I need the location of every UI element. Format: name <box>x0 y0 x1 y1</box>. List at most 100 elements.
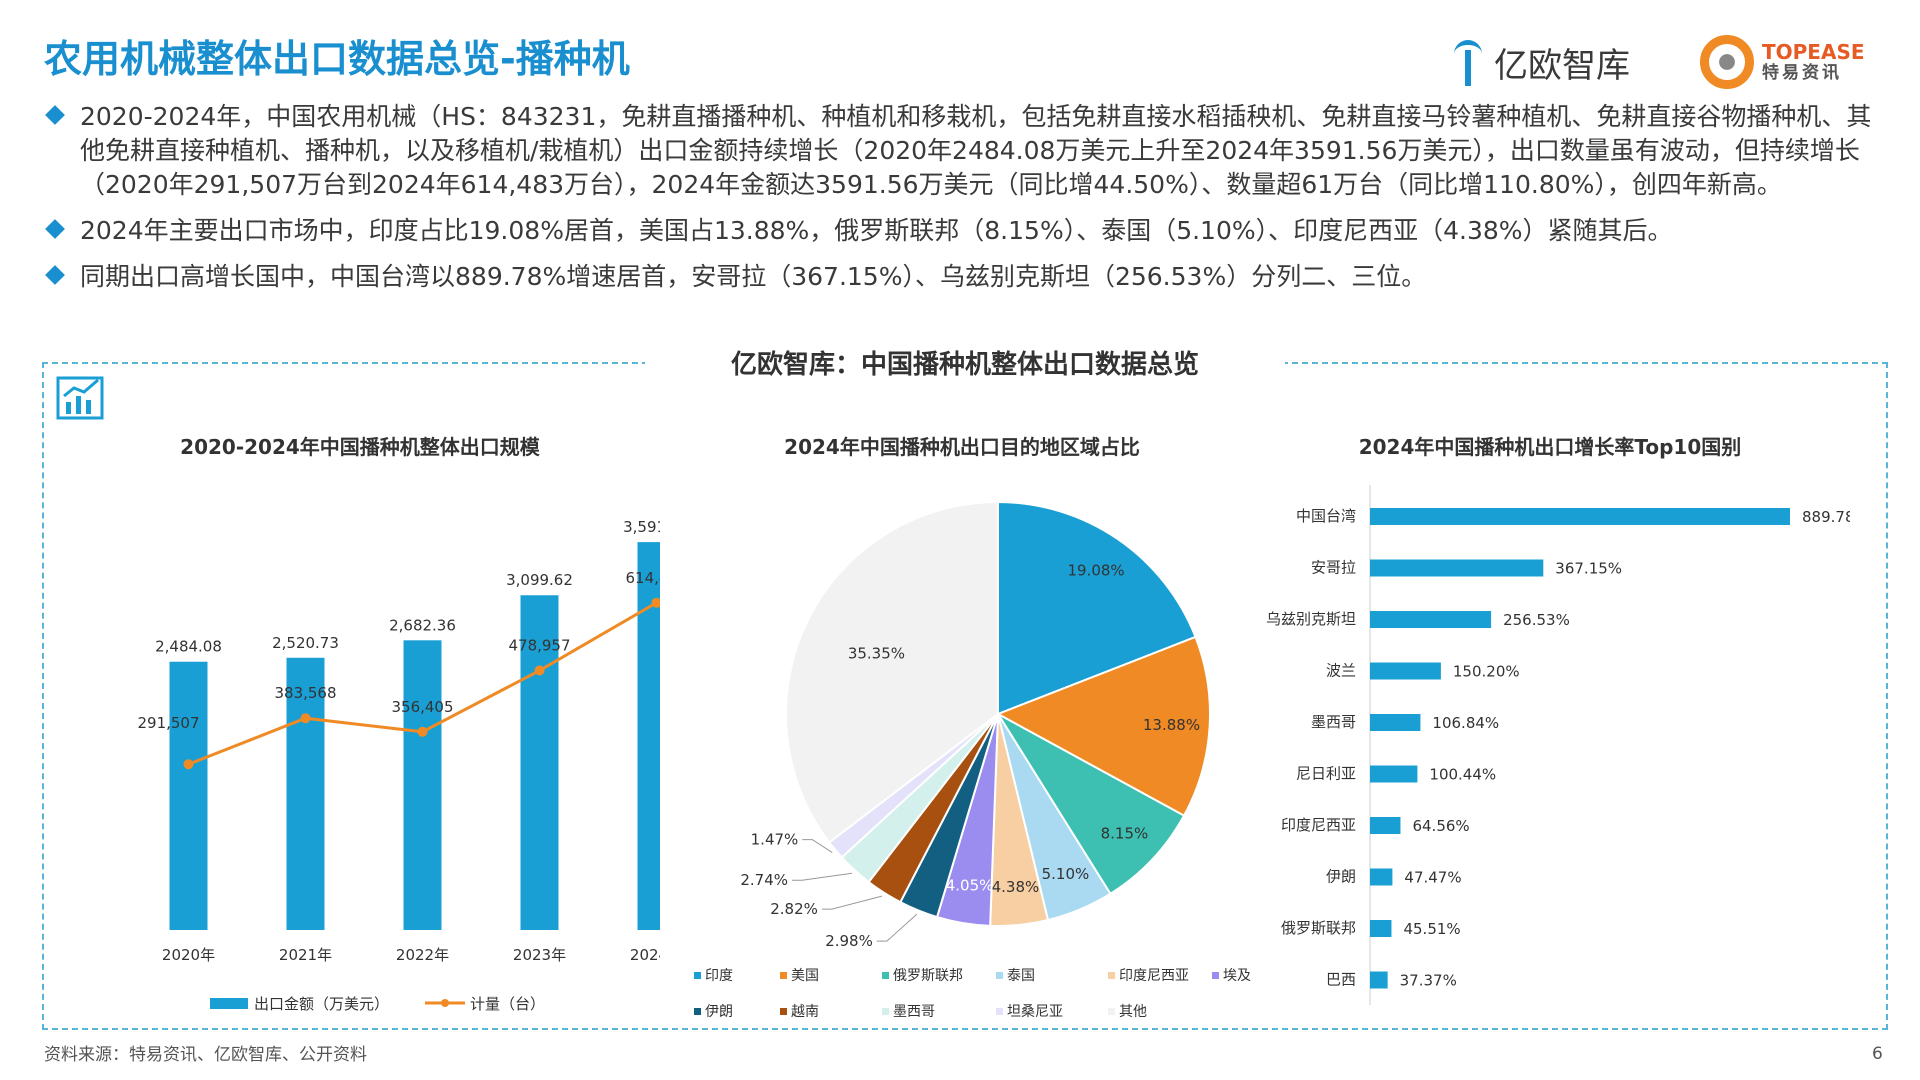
y-tick-label: 乌兹别克斯坦 <box>1266 610 1356 628</box>
line-point <box>417 726 428 737</box>
bullet-item: 2024年主要出口市场中，印度占比19.08%居首，美国占13.88%，俄罗斯联… <box>44 214 1894 248</box>
x-tick-label: 2024年 <box>630 946 660 964</box>
chart-title: 2020-2024年中国播种机整体出口规模 <box>180 435 541 459</box>
bar <box>1370 611 1492 628</box>
y-tick-label: 中国台湾 <box>1296 507 1356 525</box>
bullet-item: 2020-2024年，中国农用机械（HS：843231，免耕直播播种机、种植机和… <box>44 100 1894 202</box>
line-point <box>183 759 194 770</box>
source-note: 资料来源：特易资讯、亿欧智库、公开资料 <box>44 1045 367 1065</box>
bar-value-label: 3,591.56 <box>623 518 660 536</box>
destination-pie-chart: 2024年中国播种机出口目的地区域占比 19.08% 13.88% 8.15% 5.10… <box>694 435 1251 1020</box>
chart-title: 2024年中国播种机出口目的地区域占比 <box>784 435 1140 459</box>
chart-icon <box>56 376 104 420</box>
y-tick-label: 巴西 <box>1326 971 1356 989</box>
legend-swatch <box>210 998 248 1009</box>
y-tick-label: 墨西哥 <box>1311 713 1356 731</box>
legend-label: 计量（台） <box>470 995 545 1013</box>
legend-swatch <box>694 1008 701 1015</box>
legend-swatch <box>694 972 701 979</box>
diamond-icon <box>45 265 65 285</box>
bar <box>286 657 325 930</box>
legend-swatch <box>1212 972 1219 979</box>
topease-logo-text: TOPEASE <box>1762 40 1865 64</box>
bar <box>1370 868 1393 886</box>
legend-label: 其他 <box>1119 1004 1147 1020</box>
pie-leader-line <box>821 895 883 910</box>
diamond-icon <box>45 219 65 239</box>
topease-logo-subtext: 特易资讯 <box>1762 63 1842 83</box>
topease-logo-icon <box>1700 35 1754 89</box>
bar-value-label: 106.84% <box>1432 714 1499 732</box>
legend-label: 墨西哥 <box>893 1004 935 1020</box>
yiou-logo-icon <box>1450 36 1486 88</box>
panel-title: 亿欧智库：中国播种机整体出口数据总览 <box>645 344 1285 381</box>
bar <box>520 595 559 930</box>
pie-slice-label: 2.82% <box>770 900 818 918</box>
legend-label: 印度 <box>705 968 733 984</box>
pie-slice-label: 1.47% <box>751 831 799 849</box>
legend-label: 越南 <box>791 1004 819 1020</box>
x-tick-label: 2020年 <box>162 946 215 964</box>
bar <box>1370 662 1441 680</box>
bar-value-label: 3,099.62 <box>506 571 573 589</box>
line-value-label: 383,568 <box>274 684 336 702</box>
y-tick-label: 伊朗 <box>1326 868 1356 886</box>
line-point <box>651 597 660 608</box>
x-tick-label: 2021年 <box>279 946 332 964</box>
line-value-label: 478,957 <box>508 637 570 655</box>
line-point <box>300 713 311 724</box>
legend-label: 出口金额（万美元） <box>254 995 389 1013</box>
bar-value-label: 2,484.08 <box>155 638 222 656</box>
topease-logo: TOPEASE 特易资讯 <box>1700 30 1865 94</box>
bar <box>1370 765 1418 783</box>
bar-value-label: 367.15% <box>1555 560 1622 578</box>
pie-slice-label: 2.98% <box>825 932 873 950</box>
legend-swatch <box>441 999 449 1007</box>
pie-slice-label: 8.15% <box>1101 824 1149 842</box>
bar <box>1370 920 1392 937</box>
chart-title: 2024年中国播种机出口增长率Top10国别 <box>1359 435 1742 459</box>
pie-slice <box>995 711 1186 896</box>
pie-slice-label: 4.05% <box>946 876 994 894</box>
bar-value-label: 256.53% <box>1503 611 1570 629</box>
legend-label: 伊朗 <box>705 1004 733 1020</box>
y-tick-label: 尼日利亚 <box>1296 765 1356 783</box>
bar-value-label: 2,520.73 <box>272 634 339 652</box>
yiou-logo: 亿欧智库 <box>1450 32 1630 92</box>
summary-bullets: 2020-2024年，中国农用机械（HS：843231，免耕直播播种机、种植机和… <box>44 100 1894 306</box>
bar-value-label: 37.37% <box>1400 972 1457 990</box>
legend-label: 印度尼西亚 <box>1119 968 1189 984</box>
bar-value-label: 100.44% <box>1429 766 1496 784</box>
pie-slice-label: 35.35% <box>848 645 905 663</box>
legend-swatch <box>780 1008 787 1015</box>
line-point <box>534 665 545 676</box>
bar <box>403 640 442 930</box>
pie-slice <box>785 500 999 844</box>
pie-leader-line <box>792 872 853 881</box>
bar <box>637 542 660 930</box>
yiou-logo-text: 亿欧智库 <box>1494 45 1630 86</box>
bar <box>1370 817 1401 834</box>
pie-leader-line <box>876 913 918 942</box>
legend-swatch <box>996 972 1003 979</box>
legend-swatch <box>1108 972 1115 979</box>
line-value-label: 356,405 <box>391 698 453 716</box>
legend-swatch <box>780 972 787 979</box>
pie-slice <box>997 500 1197 716</box>
bar-value-label: 45.51% <box>1403 920 1460 938</box>
bar-value-label: 889.78% <box>1802 508 1850 526</box>
pie-leader-line <box>802 839 833 853</box>
pie-slice-label: 2.74% <box>740 871 788 889</box>
x-tick-label: 2023年 <box>513 946 566 964</box>
bar <box>169 661 208 930</box>
bar-value-label: 2,682.36 <box>389 616 456 634</box>
legend-swatch <box>882 1008 889 1015</box>
pie-slice-label: 5.10% <box>1042 865 1090 883</box>
legend-swatch <box>996 1008 1003 1015</box>
line-value-label: 614,483 <box>625 569 660 587</box>
legend-label: 美国 <box>791 968 819 984</box>
bar <box>1370 971 1388 989</box>
bullet-item: 同期出口高增长国中，中国台湾以889.78%增速居首，安哥拉（367.15%）、… <box>44 260 1894 294</box>
pie-slice <box>995 635 1211 818</box>
